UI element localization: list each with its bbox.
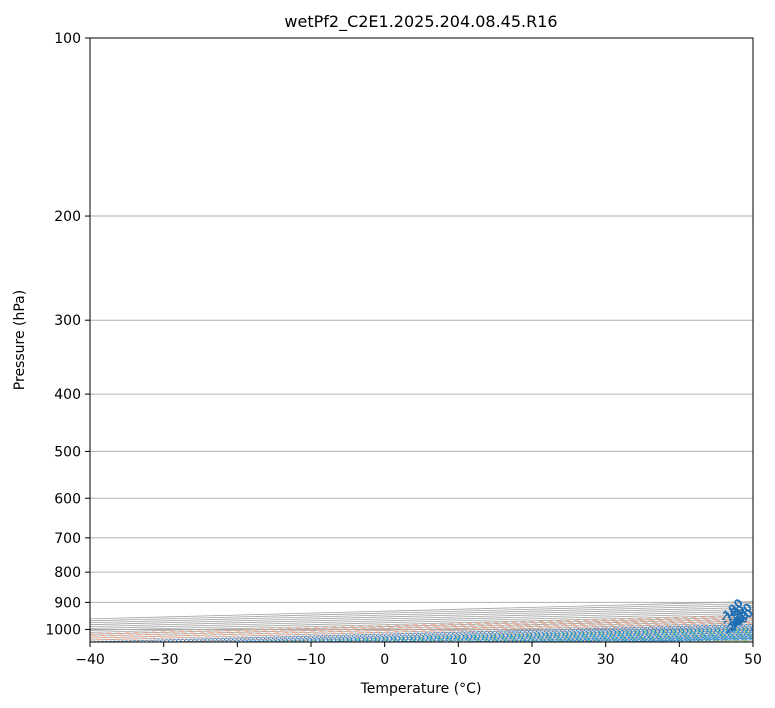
isotherm-line	[90, 622, 753, 641]
y-tick-label: 300	[54, 313, 81, 329]
dry-adiabat-line	[239, 627, 753, 642]
isotherm-line	[679, 639, 753, 642]
y-tick-label: 100	[54, 31, 81, 47]
isotherm-line	[90, 608, 753, 628]
dry-adiabat-line	[90, 623, 753, 642]
dry-adiabat-line	[613, 637, 753, 642]
isotherm-line	[90, 601, 753, 620]
isotherm-line	[237, 628, 753, 642]
dry-adiabat-line	[688, 639, 753, 642]
x-tick-label: 0	[380, 652, 389, 668]
moist-adiabat-line	[568, 636, 753, 642]
isotherm-line	[90, 612, 753, 631]
mixing-ratio-line	[326, 630, 753, 642]
x-tick-label: 30	[597, 652, 615, 668]
dry-adiabat-line	[165, 625, 753, 642]
x-tick-label: 40	[670, 652, 688, 668]
x-tick-label: 10	[449, 652, 467, 668]
chart-title: wetPf2_C2E1.2025.204.08.45.R16	[284, 12, 557, 32]
grid-layer	[90, 38, 775, 642]
x-tick-label: −10	[296, 652, 326, 668]
axis-layer: −40 −30 −20 −10 0 10 20 30 40 50 100 200 300 400 500 60…	[45, 31, 762, 668]
isotherm-line	[384, 631, 753, 642]
mixing-ratio-line	[365, 631, 753, 642]
isotherm-line	[605, 637, 753, 642]
moist-adiabat-line	[421, 632, 753, 642]
isotherm-line	[163, 626, 753, 642]
isotherm-line	[90, 616, 753, 635]
y-tick-label: 800	[54, 565, 81, 581]
moist-adiabat-line	[384, 631, 753, 642]
y-tick-label: 600	[54, 491, 81, 507]
dry-adiabat-line	[314, 629, 753, 642]
dry-adiabat-line	[90, 619, 753, 639]
y-tick-label: 400	[54, 387, 81, 403]
dry-adiabat-line	[389, 631, 753, 642]
moist-adiabat-line	[495, 634, 753, 642]
moist-adiabat-line	[347, 630, 753, 642]
y-tick-label: 700	[54, 531, 81, 547]
isotherm-line	[531, 635, 753, 642]
mixing-ratio-line	[185, 626, 753, 642]
moist-adiabat-line	[679, 639, 753, 642]
moist-adiabat-line	[531, 635, 753, 642]
x-tick-label: 20	[523, 652, 541, 668]
dry-adiabat-line	[464, 633, 753, 642]
isotherm-line	[90, 618, 753, 637]
plot-frame	[89, 37, 754, 643]
moist-adiabat-line	[458, 633, 753, 642]
y-tick-label: 500	[54, 444, 81, 460]
isotherm-line	[90, 603, 753, 622]
moist-adiabat-line	[716, 640, 753, 642]
isotherm-line	[752, 641, 753, 642]
x-axis-title: Temperature (°C)	[360, 681, 482, 697]
moist-adiabat-line	[237, 627, 753, 642]
moist-adiabat-line	[605, 637, 753, 642]
moist-adiabat-line	[274, 628, 753, 642]
x-tick-label: −30	[149, 652, 179, 668]
isotherm-line	[90, 610, 753, 629]
isotherm-line	[458, 633, 753, 642]
moist-adiabat-line	[310, 629, 753, 642]
dry-adiabat-line	[90, 615, 753, 635]
y-axis-title: Pressure (hPa)	[12, 290, 28, 390]
dry-adiabat-line	[538, 635, 753, 642]
isopleth-label-layer: 0.10.20.40.611.52346810131620253036-100-…	[717, 596, 753, 638]
isotherm-line	[310, 630, 753, 642]
x-tick-label: −40	[75, 652, 105, 668]
x-tick-label: −20	[223, 652, 253, 668]
dry-adiabat-line	[763, 38, 775, 642]
y-tick-label: 900	[54, 595, 81, 611]
dry-adiabat-line	[90, 621, 753, 641]
isotherm-line	[90, 624, 753, 642]
isotherm-line	[90, 620, 753, 639]
x-tick-label: 50	[744, 652, 762, 668]
y-tick-label: 200	[54, 209, 81, 225]
dry-adiabat-line	[90, 617, 753, 637]
isotherm-line	[90, 605, 753, 624]
moist-adiabat-line	[642, 638, 753, 642]
y-tick-label: 1000	[45, 622, 81, 638]
isotherm-line	[90, 614, 753, 633]
isotherm-line	[90, 606, 753, 626]
